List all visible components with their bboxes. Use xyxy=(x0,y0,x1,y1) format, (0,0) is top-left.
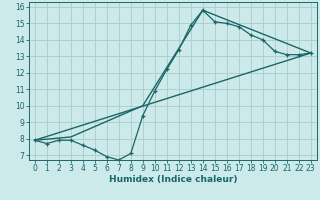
X-axis label: Humidex (Indice chaleur): Humidex (Indice chaleur) xyxy=(108,175,237,184)
